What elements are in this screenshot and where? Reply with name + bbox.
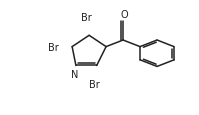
Text: Br: Br	[81, 13, 92, 23]
Text: N: N	[71, 70, 79, 80]
Text: Br: Br	[48, 42, 59, 52]
Text: O: O	[120, 10, 128, 20]
Text: Br: Br	[89, 80, 100, 90]
